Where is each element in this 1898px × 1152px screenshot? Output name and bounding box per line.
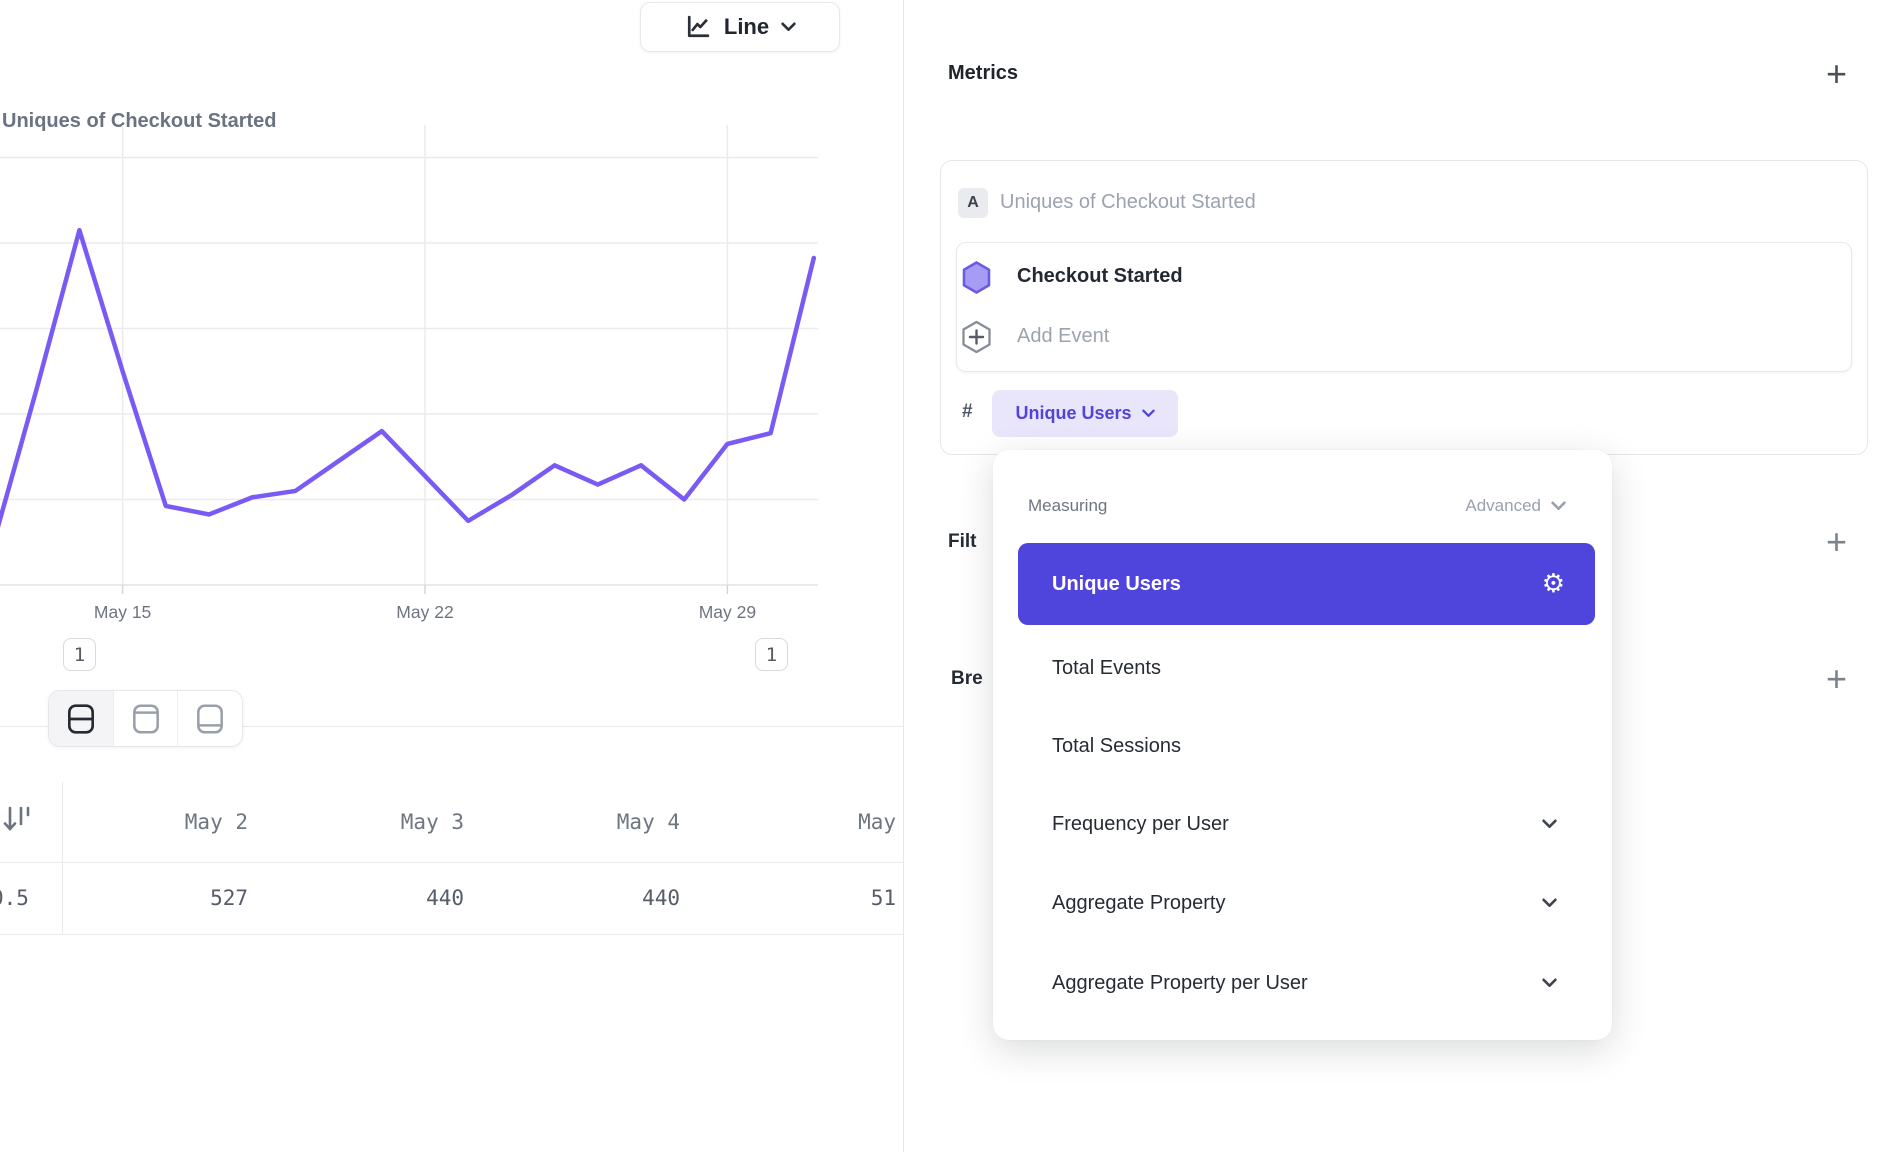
event-hexagon-icon bbox=[961, 260, 992, 300]
svg-text:May 15: May 15 bbox=[94, 602, 151, 622]
chevron-down-icon bbox=[1542, 898, 1557, 908]
metric-badge: A bbox=[958, 188, 988, 218]
table-row-label: 0.5 bbox=[0, 886, 29, 910]
table-only-icon bbox=[197, 703, 224, 734]
view-toggle-group bbox=[48, 690, 243, 747]
split-view-icon bbox=[67, 703, 94, 734]
chevron-down-icon bbox=[1551, 501, 1566, 510]
view-toggle-split[interactable] bbox=[49, 691, 113, 746]
dropdown-item-frequency-per-user[interactable]: Frequency per User bbox=[1018, 785, 1595, 863]
chevron-down-icon bbox=[1542, 819, 1557, 829]
table-header[interactable]: May 2 bbox=[184, 810, 248, 834]
table-header[interactable]: May 3 bbox=[400, 810, 464, 834]
measure-prefix: # bbox=[962, 401, 973, 422]
dropdown-item-total-sessions[interactable]: Total Sessions bbox=[1052, 734, 1181, 757]
sort-descending-icon[interactable] bbox=[2, 802, 34, 843]
filters-section-label: Filt bbox=[948, 531, 977, 552]
chart-type-label: Line bbox=[723, 14, 770, 39]
add-metric-button[interactable]: + bbox=[1826, 53, 1848, 94]
add-filter-button[interactable]: + bbox=[1826, 521, 1848, 562]
view-toggle-table-only[interactable] bbox=[177, 691, 242, 746]
advanced-mode-selector[interactable]: Advanced bbox=[1465, 496, 1566, 516]
table-header[interactable]: May 4 bbox=[616, 810, 680, 834]
table-cell: 440 bbox=[426, 886, 464, 910]
view-toggle-chart-only[interactable] bbox=[112, 691, 178, 746]
table-row-divider bbox=[0, 934, 903, 935]
measure-selector[interactable]: Unique Users bbox=[992, 390, 1178, 437]
chevron-down-icon bbox=[1542, 978, 1557, 988]
chart-plot: May 15 May 22 May 29 bbox=[0, 125, 903, 635]
chevron-down-icon bbox=[1141, 409, 1155, 417]
table-cell: 51 bbox=[870, 886, 896, 910]
chart-type-button[interactable]: Line bbox=[640, 2, 840, 52]
measuring-dropdown: Measuring Advanced Unique Users ⚙ Total … bbox=[993, 450, 1612, 1040]
svg-text:May 22: May 22 bbox=[396, 602, 453, 622]
table-header[interactable]: May bbox=[858, 810, 896, 834]
dropdown-item-total-events[interactable]: Total Events bbox=[1052, 656, 1161, 679]
add-breakdown-button[interactable]: + bbox=[1826, 658, 1848, 699]
svg-text:May 29: May 29 bbox=[699, 602, 756, 622]
measure-value: Unique Users bbox=[1015, 403, 1132, 423]
dropdown-item-aggregate-property[interactable]: Aggregate Property bbox=[1018, 864, 1595, 942]
advanced-mode-label: Advanced bbox=[1465, 496, 1541, 515]
add-event-label[interactable]: Add Event bbox=[1017, 325, 1110, 347]
section-divider bbox=[0, 726, 903, 727]
dropdown-item-aggregate-property-per-user[interactable]: Aggregate Property per User bbox=[1018, 944, 1595, 1022]
annotation-badge[interactable]: 1 bbox=[63, 638, 96, 671]
metric-name-input[interactable]: Uniques of Checkout Started bbox=[1000, 191, 1256, 213]
annotation-badge[interactable]: 1 bbox=[755, 638, 788, 671]
event-card bbox=[956, 242, 1852, 372]
gear-icon[interactable]: ⚙ bbox=[1541, 569, 1565, 599]
dropdown-item-unique-users-selected[interactable]: Unique Users ⚙ bbox=[1018, 543, 1595, 625]
chart-title: Uniques of Checkout Started bbox=[2, 110, 277, 132]
line-chart-icon bbox=[687, 15, 710, 38]
table-column-divider bbox=[62, 782, 63, 934]
chevron-down-icon bbox=[781, 22, 796, 31]
metrics-section-title: Metrics bbox=[948, 62, 1019, 84]
event-name[interactable]: Checkout Started bbox=[1017, 265, 1183, 287]
chart-only-icon bbox=[132, 703, 159, 734]
line-chart-svg: May 15 May 22 May 29 bbox=[0, 125, 818, 622]
measuring-label: Measuring bbox=[1028, 496, 1108, 515]
table-cell: 527 bbox=[210, 886, 248, 910]
add-event-icon[interactable] bbox=[960, 319, 993, 360]
pane-divider bbox=[903, 0, 904, 1152]
breakdowns-section-label: Bre bbox=[951, 668, 983, 689]
table-header-divider bbox=[0, 862, 903, 863]
chart-pane: Line Uniques of Checkout Started May 15 M… bbox=[0, 0, 903, 1152]
table-cell: 440 bbox=[642, 886, 680, 910]
